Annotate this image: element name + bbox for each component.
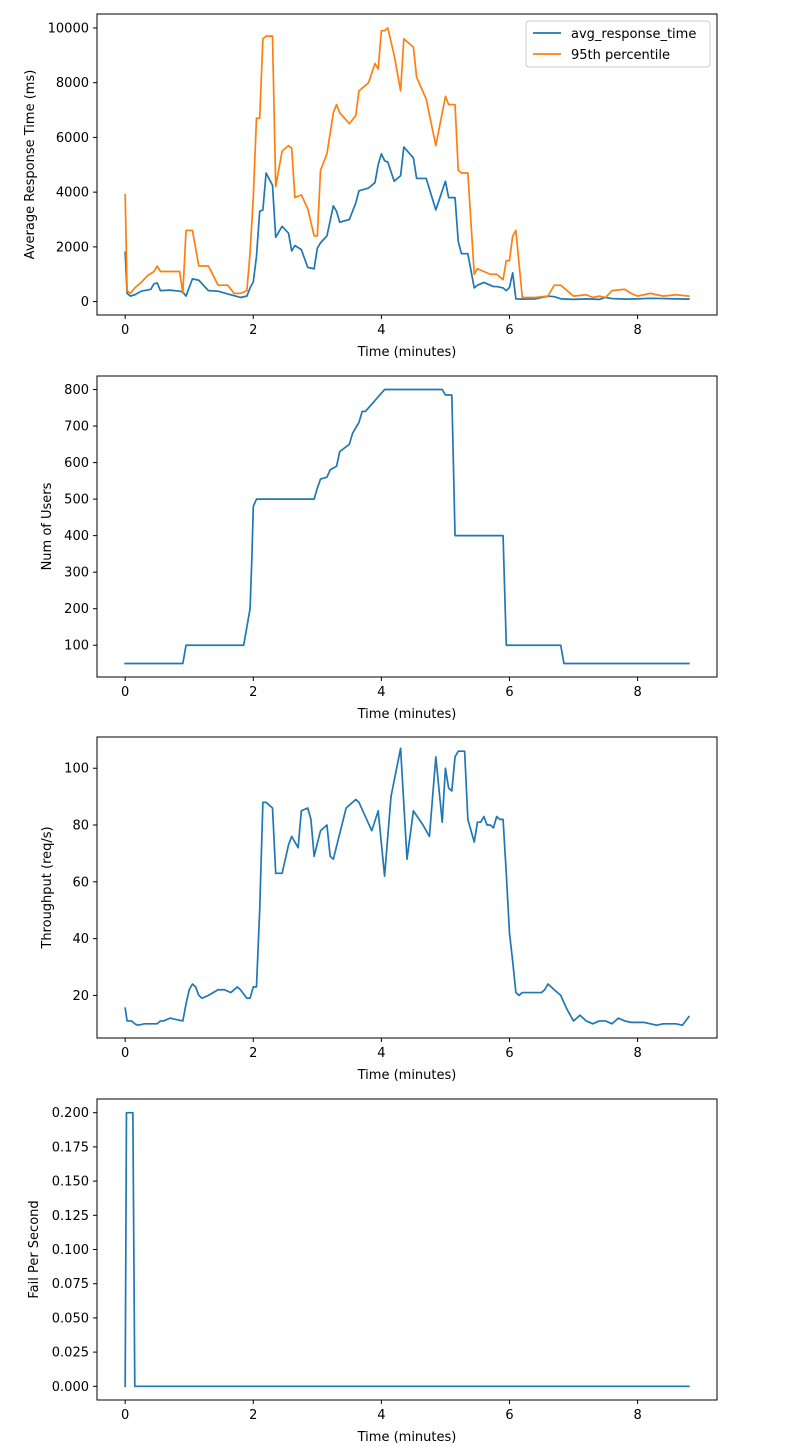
y-tick-label: 0.100 [52,1243,89,1258]
x-axis-label: Time (minutes) [357,345,457,360]
series-line-throughput [124,747,691,1027]
x-tick-label: 0 [121,1408,129,1423]
y-tick-label: 500 [64,493,89,508]
y-tick-label: 0.150 [52,1175,89,1190]
chart-num-users: 0 2 4 6 8 100 200 300 400 500 600 700 800 Time (min… [40,375,718,722]
series-line-avg-response-time [124,146,690,301]
x-ticks: 0 2 4 6 8 [121,315,642,338]
x-tick-label: 0 [121,1046,129,1061]
y-tick-label: 4000 [56,186,89,201]
series-line-fail-per-second [124,1111,690,1388]
x-ticks: 0 2 4 6 8 [121,677,642,700]
y-axis-label: Average Response Time (ms) [23,70,38,260]
x-axis-label: Time (minutes) [357,1068,457,1083]
x-ticks: 0 2 4 6 8 [121,1038,642,1061]
y-tick-label: 0.175 [52,1140,89,1155]
y-tick-label: 0.125 [52,1209,89,1224]
x-tick-label: 2 [249,1046,257,1061]
y-ticks: 0.000 0.025 0.050 0.075 0.100 0.125 0.150 0.175… [52,1106,97,1395]
x-tick-label: 4 [377,323,385,338]
y-tick-label: 800 [64,383,89,398]
y-axis-label: Throughput (req/s) [40,826,55,949]
x-tick-label: 4 [377,1408,385,1423]
y-ticks: 20 40 60 80 100 [64,762,97,1004]
x-tick-label: 4 [377,685,385,700]
series-layer [124,388,690,665]
y-tick-label: 0.075 [52,1277,89,1292]
x-tick-label: 8 [633,1408,641,1423]
legend-label-avg-response-time: avg_response_time [571,27,696,42]
y-tick-label: 10000 [48,21,89,36]
x-tick-label: 6 [505,685,513,700]
series-layer [124,27,690,301]
y-tick-label: 0.050 [52,1311,89,1326]
x-tick-label: 4 [377,1046,385,1061]
y-tick-label: 6000 [56,131,89,146]
x-axis-label: Time (minutes) [357,707,457,722]
series-line-users [124,388,690,665]
series-layer [124,747,691,1027]
x-axis-label: Time (minutes) [357,1430,457,1445]
y-tick-label: 200 [64,602,89,617]
y-tick-label: 0.025 [52,1346,89,1361]
x-tick-label: 0 [121,323,129,338]
x-ticks: 0 2 4 6 8 [121,1400,642,1423]
y-tick-label: 600 [64,456,89,471]
y-tick-label: 40 [72,932,89,947]
x-tick-label: 2 [249,323,257,338]
y-tick-label: 20 [72,989,89,1004]
y-tick-label: 0 [81,295,89,310]
y-ticks: 100 200 300 400 500 600 700 800 [64,383,97,654]
y-axis-label: Fail Per Second [27,1200,42,1298]
y-axis-label: Num of Users [40,482,55,570]
legend-box [525,20,711,68]
y-tick-label: 2000 [56,240,89,255]
x-tick-label: 0 [121,685,129,700]
x-tick-label: 2 [249,685,257,700]
x-tick-label: 2 [249,1408,257,1423]
y-tick-label: 400 [64,529,89,544]
plot-area [96,1098,718,1401]
series-line-95th-percentile [124,27,690,299]
plot-area [96,375,718,678]
y-tick-label: 0.200 [52,1106,89,1121]
y-ticks: 0 2000 4000 6000 8000 10000 [48,21,97,310]
chart-fail-per-second: 0 2 4 6 8 0.000 0.025 0.050 0.075 0.100 0.125 0.15… [27,1098,718,1445]
legend-label-95th-percentile: 95th percentile [571,48,670,63]
plot-area [96,736,718,1039]
x-tick-label: 8 [633,685,641,700]
x-tick-label: 6 [505,1046,513,1061]
x-tick-label: 8 [633,323,641,338]
y-tick-label: 100 [64,639,89,654]
y-tick-label: 60 [72,875,89,890]
chart-response-time: 0 2 4 6 8 0 2000 4000 6000 8000 10000 Time (minut… [23,13,718,360]
y-tick-label: 0.000 [52,1380,89,1395]
series-layer [124,1111,690,1388]
x-tick-label: 6 [505,323,513,338]
y-tick-label: 8000 [56,76,89,91]
x-tick-label: 6 [505,1408,513,1423]
y-tick-label: 100 [64,762,89,777]
y-tick-label: 80 [72,819,89,834]
y-tick-label: 700 [64,420,89,435]
chart-throughput: 0 2 4 6 8 20 40 60 80 100 Time (minutes) Through… [40,736,718,1083]
y-tick-label: 300 [64,566,89,581]
x-tick-label: 8 [633,1046,641,1061]
legend: avg_response_time 95th percentile [525,20,711,68]
